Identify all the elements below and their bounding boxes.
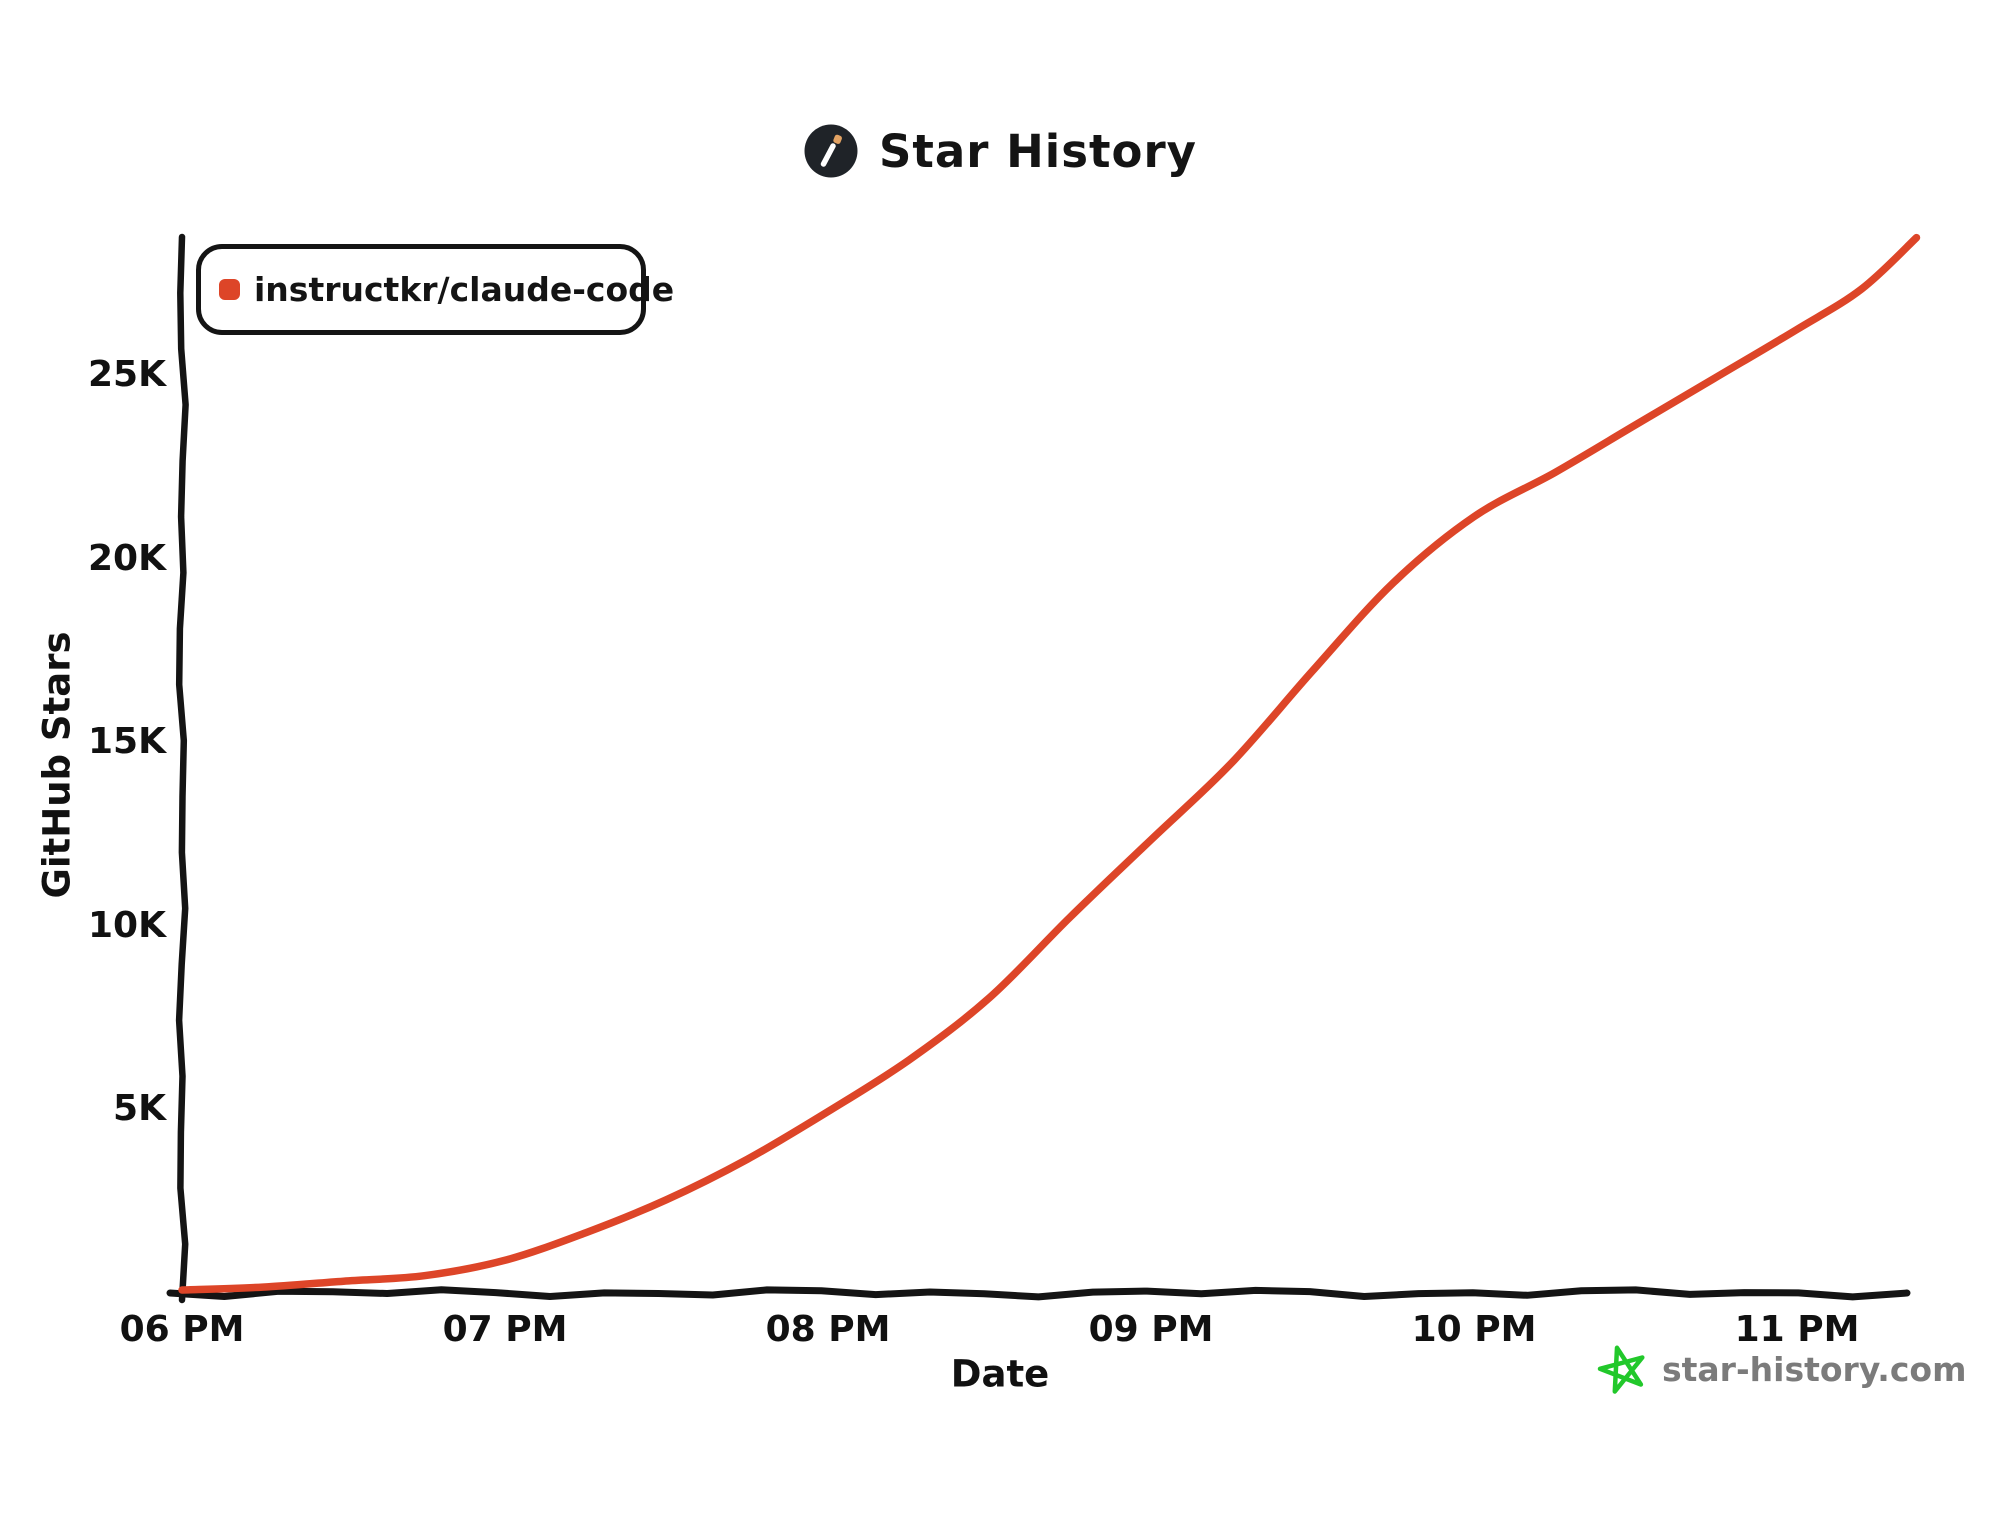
y-axis-title: GitHub Stars <box>35 631 79 899</box>
y-tick-label: 15K <box>88 721 166 763</box>
star-history-logo-icon <box>804 124 858 178</box>
x-tick-label: 11 PM <box>1734 1309 1860 1350</box>
series-line <box>178 233 1921 1294</box>
y-axis-line <box>175 233 189 1304</box>
watermark: star-history.com <box>1597 1343 1966 1396</box>
logo-wand-icon <box>820 143 836 167</box>
x-axis-title: Date <box>950 1352 1050 1396</box>
star-icon <box>1597 1345 1645 1394</box>
legend-series-marker <box>219 279 240 300</box>
star-icon-path <box>1597 1345 1645 1394</box>
x-tick-label: 07 PM <box>442 1309 568 1350</box>
x-tick-label: 10 PM <box>1411 1309 1537 1350</box>
watermark-text: star-history.com <box>1662 1350 1967 1389</box>
y-tick-label: 20K <box>88 537 166 579</box>
x-tick-label: 06 PM <box>119 1309 245 1350</box>
page-title: Star History <box>879 124 1197 178</box>
y-tick-label: 10K <box>88 904 166 946</box>
legend-series-label: instructkr/claude-code <box>254 270 675 309</box>
y-tick-label: 5K <box>113 1088 166 1130</box>
y-tick-label: 25K <box>88 354 166 395</box>
logo-wand-tip <box>833 134 842 144</box>
x-axis-line <box>166 1286 1911 1301</box>
legend-box: instructkr/claude-code <box>196 244 674 335</box>
chart-title-row: Star History <box>803 123 1197 179</box>
x-tick-label: 09 PM <box>1088 1309 1214 1350</box>
x-tick-label: 08 PM <box>765 1309 891 1350</box>
